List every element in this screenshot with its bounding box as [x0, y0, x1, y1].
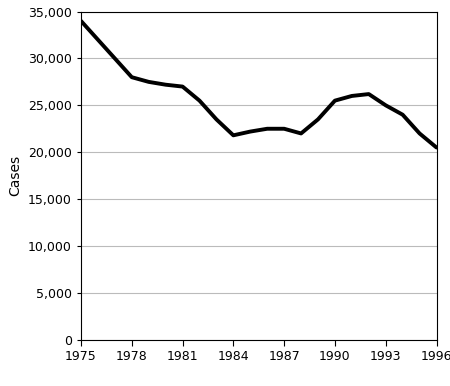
Y-axis label: Cases: Cases [9, 155, 22, 196]
